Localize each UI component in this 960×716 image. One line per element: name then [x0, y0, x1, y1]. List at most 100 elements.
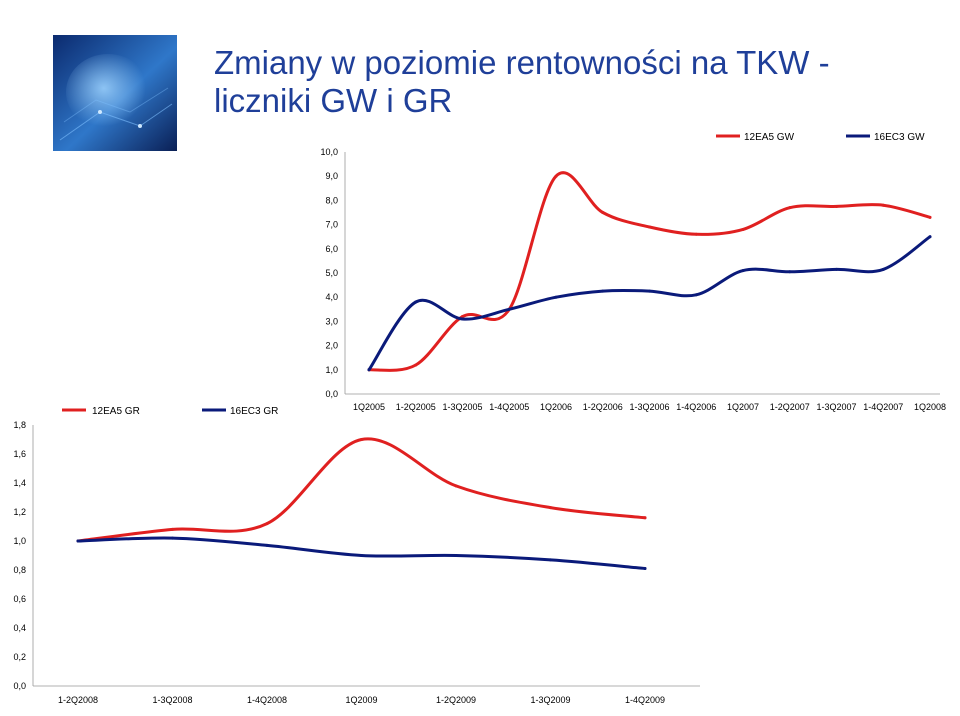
gr-x-tick-label: 1-2Q2008: [58, 695, 98, 705]
gr-data-point: [643, 516, 647, 520]
gw-data-point: [788, 206, 792, 210]
gw-y-tick-label: 8,0: [325, 195, 338, 205]
gw-data-point: [461, 317, 464, 321]
gr-data-point: [454, 484, 458, 488]
gw-x-tick-label: 1-2Q2006: [583, 402, 623, 412]
gw-data-point: [694, 232, 698, 236]
gw-y-tick-label: 7,0: [325, 220, 338, 230]
gr-y-tick-label: 0,8: [13, 565, 26, 575]
slide-title-line-2: liczniki GW i GR: [214, 82, 453, 119]
gr-legend-label-red: 12EA5 GR: [92, 406, 140, 417]
gr-y-tick-label: 0,6: [13, 594, 26, 604]
gw-x-tick-label: 1-2Q2007: [770, 402, 810, 412]
gr-y-tick-label: 1,2: [13, 507, 26, 517]
gw-y-tick-label: 0,0: [325, 389, 338, 399]
gw-data-point: [601, 211, 605, 214]
gw-y-tick-label: 6,0: [325, 244, 338, 254]
gw-y-tick-label: 9,0: [325, 171, 338, 181]
gw-y-tick-label: 2,0: [325, 341, 338, 351]
gw-data-point: [648, 289, 651, 293]
gr-x-tick-labels: 1-2Q2008 1-3Q2008 1-4Q2008 1Q2009 1-2Q2009 1-…: [58, 695, 665, 705]
slide-title: Zmiany w poziomie rentowności na TKW - l…: [214, 44, 834, 120]
chart-gw: 0,0 1,0 2,0 3,0 4,0 5,0 6,0 7,0 8,0 9,0 10,0 1Q200…: [320, 132, 946, 412]
gw-legend-label-blue: 16EC3 GW: [874, 132, 925, 143]
gw-data-point: [554, 295, 558, 299]
gw-data-point: [648, 225, 651, 229]
gr-series-lines: [76, 437, 647, 571]
gw-data-point: [881, 267, 885, 271]
gr-y-tick-label: 0,4: [13, 623, 26, 633]
gw-series-lines: [367, 171, 932, 372]
gr-data-point: [549, 558, 552, 562]
gw-y-tick-label: 10,0: [320, 147, 338, 157]
gw-legend-label-red: 12EA5 GW: [744, 132, 795, 143]
gr-data-point: [360, 438, 363, 441]
gw-data-point: [928, 235, 932, 239]
gr-data-point: [265, 543, 269, 547]
gr-legend-label-blue: 16EC3 GR: [230, 406, 278, 417]
gw-x-tick-label: 1Q2008: [914, 402, 946, 412]
slide-title-line-1: Zmiany w poziomie rentowności na TKW -: [214, 44, 830, 81]
gw-data-point: [367, 368, 371, 372]
gw-x-tick-label: 1Q2006: [540, 402, 572, 412]
gr-data-point: [643, 567, 647, 571]
gw-x-tick-label: 1Q2005: [353, 402, 385, 412]
gw-data-point: [928, 215, 932, 219]
gr-y-tick-label: 1,6: [13, 449, 26, 459]
gw-data-point: [694, 293, 698, 297]
gw-y-tick-label: 5,0: [325, 268, 338, 278]
chart-gr: 0,00,20,40,60,81,01,21,41,61,8 1-2Q2008 1…: [13, 406, 700, 705]
gr-y-tick-label: 1,0: [13, 536, 26, 546]
gw-data-point: [881, 203, 885, 207]
gw-data-point: [835, 267, 838, 271]
gw-data-point: [414, 300, 418, 304]
gw-data-point: [554, 174, 558, 178]
gw-x-tick-label: 1-3Q2007: [816, 402, 856, 412]
gw-x-tick-label: 1Q2007: [727, 402, 759, 412]
gw-data-point: [414, 363, 418, 367]
gw-x-tick-label: 1-4Q2007: [863, 402, 903, 412]
gw-x-tick-label: 1-2Q2005: [396, 402, 436, 412]
gr-series-line-red: [76, 437, 647, 543]
gw-x-tick-label: 1-3Q2006: [629, 402, 669, 412]
gw-data-point: [741, 227, 745, 231]
gr-x-tick-label: 1Q2009: [345, 695, 377, 705]
gr-series-line-blue: [76, 536, 647, 570]
gw-data-point: [507, 307, 511, 311]
gr-data-point: [171, 536, 174, 540]
gw-x-tick-label: 1-4Q2006: [676, 402, 716, 412]
gw-x-tick-labels: 1Q2005 1-2Q2005 1-3Q2005 1-4Q2005 1Q2006 1-2Q…: [353, 402, 946, 412]
gw-y-tick-labels: 0,0 1,0 2,0 3,0 4,0 5,0 6,0 7,0 8,0 9,0 10,0: [320, 147, 338, 399]
gr-x-tick-label: 1-4Q2008: [247, 695, 287, 705]
gr-y-tick-label: 0,2: [13, 652, 26, 662]
gw-data-point: [741, 269, 745, 273]
gr-y-tick-label: 1,4: [13, 478, 26, 488]
gr-x-tick-label: 1-2Q2009: [436, 695, 476, 705]
gw-legend: 12EA5 GW 16EC3 GW: [716, 132, 925, 143]
gr-legend: 12EA5 GR 16EC3 GR: [62, 406, 278, 417]
gr-data-point: [171, 527, 174, 531]
gr-y-tick-labels: 0,0 0,2 0,4 0,6 0,8 1,0 1,2 1,4 1,6 1,8: [13, 420, 26, 691]
gw-data-point: [601, 289, 605, 293]
gr-data-point: [265, 522, 269, 526]
gw-data-point: [461, 315, 464, 319]
gw-data-point: [835, 204, 838, 208]
gw-x-tick-label: 1-3Q2005: [442, 402, 482, 412]
gr-x-tick-label: 1-4Q2009: [625, 695, 665, 705]
gr-data-point: [549, 506, 552, 510]
gr-y-tick-label: 1,8: [13, 420, 26, 430]
gw-x-tick-label: 1-4Q2005: [489, 402, 529, 412]
gr-x-tick-label: 1-3Q2008: [152, 695, 192, 705]
gw-y-tick-label: 4,0: [325, 292, 338, 302]
gw-series-line-red: [367, 171, 932, 372]
gw-y-tick-label: 3,0: [325, 316, 338, 326]
gr-data-point: [360, 554, 363, 557]
gw-data-point: [788, 270, 792, 274]
gr-x-tick-label: 1-3Q2009: [530, 695, 570, 705]
gr-data-point: [454, 554, 458, 557]
gr-data-point: [76, 539, 80, 543]
logo-image: [53, 35, 177, 151]
gr-y-tick-label: 0,0: [13, 681, 26, 691]
gw-y-tick-label: 1,0: [325, 365, 338, 375]
